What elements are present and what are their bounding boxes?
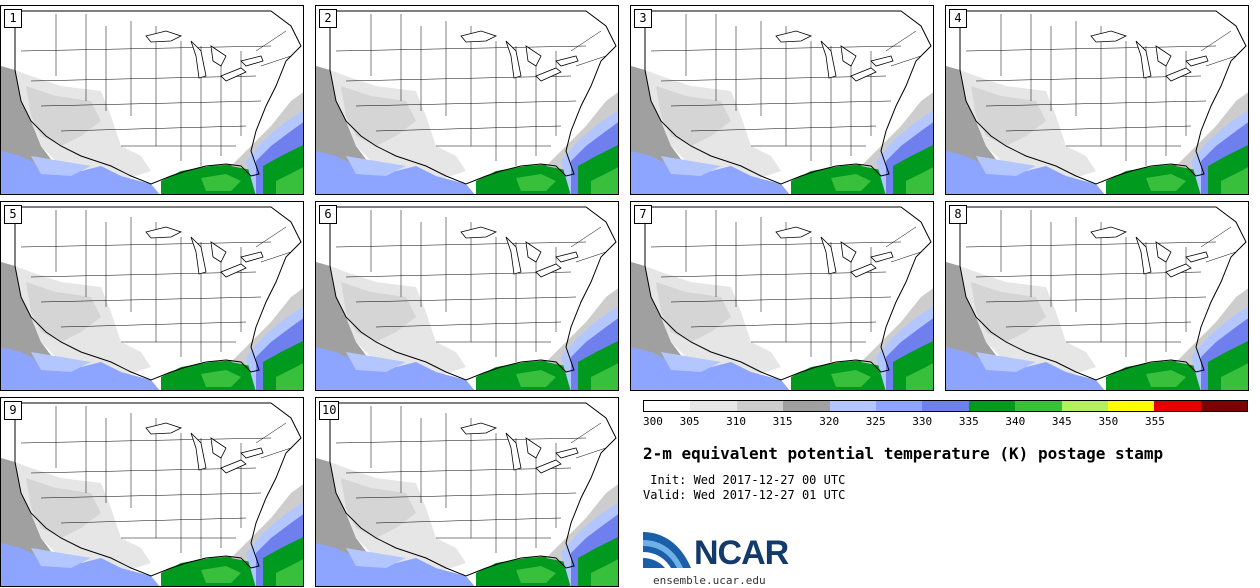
colorbar-tick-label: 320 bbox=[819, 415, 840, 428]
colorbar-segment bbox=[968, 401, 1016, 411]
init-time: Init: Wed 2017-12-27 00 UTC bbox=[643, 473, 846, 487]
colorbar-tick-label: 340 bbox=[1005, 415, 1026, 428]
member-number: 10 bbox=[319, 401, 340, 420]
colorbar-segment bbox=[1015, 401, 1062, 411]
logo-name: NCAR bbox=[694, 534, 789, 572]
member-panel-1: 1 bbox=[0, 5, 304, 195]
member-panel-2: 2 bbox=[315, 5, 619, 195]
member-panel-3: 3 bbox=[630, 5, 934, 195]
colorbar-tick-label: 330 bbox=[912, 415, 933, 428]
colorbar-segment bbox=[875, 401, 923, 411]
colorbar-segment bbox=[783, 401, 830, 411]
colorbar-segment bbox=[1061, 401, 1108, 411]
member-panel-8: 8 bbox=[945, 201, 1249, 391]
colorbar-tick-label: 355 bbox=[1144, 415, 1165, 428]
colorbar-tick-label: 310 bbox=[726, 415, 746, 428]
colorbar-tick-labels: 300 305 310 315 320 325 330 335 340 345 350 355 bbox=[643, 415, 1248, 429]
member-number: 5 bbox=[4, 205, 22, 224]
member-panel-5: 5 bbox=[0, 201, 304, 391]
member-panel-7: 7 bbox=[630, 201, 934, 391]
colorbar-segment bbox=[922, 401, 969, 411]
logo-url: ensemble.ucar.edu bbox=[653, 574, 766, 587]
member-number: 4 bbox=[949, 9, 967, 28]
colorbar-tick-label: 325 bbox=[865, 415, 886, 428]
member-panel-4: 4 bbox=[945, 5, 1249, 195]
member-panel-6: 6 bbox=[315, 201, 619, 391]
colorbar-tick-label: 345 bbox=[1051, 415, 1072, 428]
member-number: 3 bbox=[634, 9, 652, 28]
colorbar-segment bbox=[1154, 401, 1201, 411]
member-panel-10: 10 bbox=[315, 397, 619, 587]
colorbar-tick-label: 335 bbox=[958, 415, 979, 428]
colorbar-tick-label: 305 bbox=[679, 415, 700, 428]
colorbar-segment bbox=[644, 401, 691, 411]
member-number: 7 bbox=[634, 205, 652, 224]
colorbar-segment bbox=[1200, 401, 1248, 411]
valid-time: Valid: Wed 2017-12-27 01 UTC bbox=[643, 488, 846, 502]
colorbar-tick-label: 315 bbox=[772, 415, 793, 428]
colorbar-tick-label: 300 bbox=[643, 415, 663, 428]
member-number: 6 bbox=[319, 205, 337, 224]
colorbar-segment bbox=[1107, 401, 1155, 411]
colorbar-segment bbox=[690, 401, 737, 411]
member-number: 2 bbox=[319, 9, 337, 28]
colorbar-segment bbox=[736, 401, 784, 411]
member-number: 9 bbox=[4, 401, 22, 420]
colorbar bbox=[643, 400, 1248, 412]
map-title: 2-m equivalent potential temperature (K)… bbox=[643, 444, 1164, 463]
member-panel-9: 9 bbox=[0, 397, 304, 587]
member-number: 1 bbox=[4, 9, 22, 28]
colorbar-tick-label: 350 bbox=[1098, 415, 1119, 428]
ncar-logo-icon bbox=[643, 532, 691, 568]
colorbar-segment bbox=[829, 401, 876, 411]
member-number: 8 bbox=[949, 205, 967, 224]
